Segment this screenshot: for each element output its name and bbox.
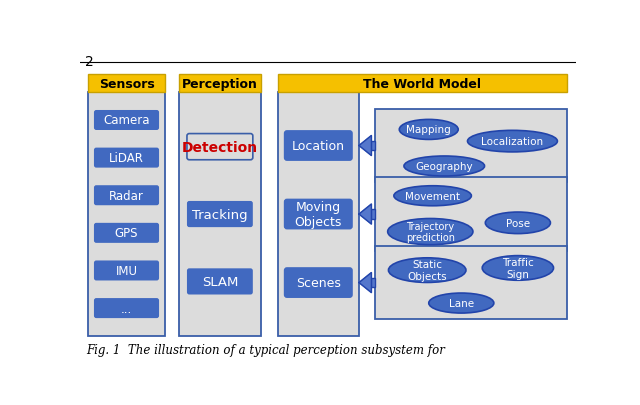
Polygon shape: [359, 205, 371, 224]
Text: Pose: Pose: [506, 218, 530, 228]
FancyBboxPatch shape: [187, 201, 253, 228]
Text: Moving
Objects: Moving Objects: [294, 200, 342, 228]
Bar: [371, 278, 374, 288]
Text: Sensors: Sensors: [99, 77, 154, 90]
Text: LiDAR: LiDAR: [109, 152, 144, 165]
FancyBboxPatch shape: [94, 148, 159, 168]
Ellipse shape: [404, 157, 484, 177]
Text: IMU: IMU: [115, 264, 138, 277]
Text: Mapping: Mapping: [406, 125, 451, 135]
Text: Trajectory
prediction: Trajectory prediction: [406, 221, 455, 243]
Text: SLAM: SLAM: [202, 275, 238, 288]
Bar: [374, 178, 566, 251]
Text: GPS: GPS: [115, 227, 138, 240]
Bar: [179, 93, 260, 336]
Ellipse shape: [399, 120, 458, 140]
Text: Detection: Detection: [182, 140, 258, 154]
Text: Location: Location: [292, 140, 345, 153]
Ellipse shape: [394, 186, 472, 206]
Ellipse shape: [429, 293, 494, 313]
Bar: [371, 210, 374, 219]
Polygon shape: [359, 136, 371, 156]
Text: Movement: Movement: [405, 191, 460, 201]
Bar: [88, 75, 165, 93]
Text: ...: ...: [121, 302, 132, 315]
Ellipse shape: [482, 256, 554, 281]
Bar: [371, 141, 374, 151]
Text: Lane: Lane: [449, 298, 474, 308]
FancyBboxPatch shape: [284, 268, 353, 298]
FancyBboxPatch shape: [284, 131, 353, 162]
FancyBboxPatch shape: [94, 111, 159, 131]
Ellipse shape: [467, 131, 557, 153]
Bar: [278, 93, 359, 336]
FancyBboxPatch shape: [94, 223, 159, 243]
FancyBboxPatch shape: [94, 298, 159, 318]
Bar: [179, 75, 260, 93]
Text: Tracking: Tracking: [192, 208, 248, 221]
Text: Scenes: Scenes: [296, 276, 340, 289]
FancyBboxPatch shape: [284, 199, 353, 230]
Text: The World Model: The World Model: [363, 77, 481, 90]
Text: 2: 2: [84, 55, 93, 69]
Text: Fig. 1  The illustration of a typical perception subsystem for: Fig. 1 The illustration of a typical per…: [86, 343, 445, 356]
Text: Radar: Radar: [109, 189, 144, 202]
Bar: [278, 75, 566, 93]
Bar: [88, 93, 165, 336]
Text: Perception: Perception: [182, 77, 258, 90]
Text: Traffic
Sign: Traffic Sign: [502, 258, 534, 279]
FancyBboxPatch shape: [94, 186, 159, 206]
Bar: [374, 246, 566, 320]
Text: Localization: Localization: [481, 137, 543, 147]
Polygon shape: [359, 273, 371, 293]
Ellipse shape: [388, 219, 473, 245]
Ellipse shape: [388, 258, 466, 283]
Bar: [374, 110, 566, 183]
Text: Geography: Geography: [415, 162, 473, 172]
Text: Camera: Camera: [103, 114, 150, 127]
FancyBboxPatch shape: [187, 269, 253, 295]
FancyBboxPatch shape: [94, 261, 159, 281]
Text: Static
Objects: Static Objects: [408, 260, 447, 281]
FancyBboxPatch shape: [187, 134, 253, 160]
Ellipse shape: [485, 213, 550, 234]
